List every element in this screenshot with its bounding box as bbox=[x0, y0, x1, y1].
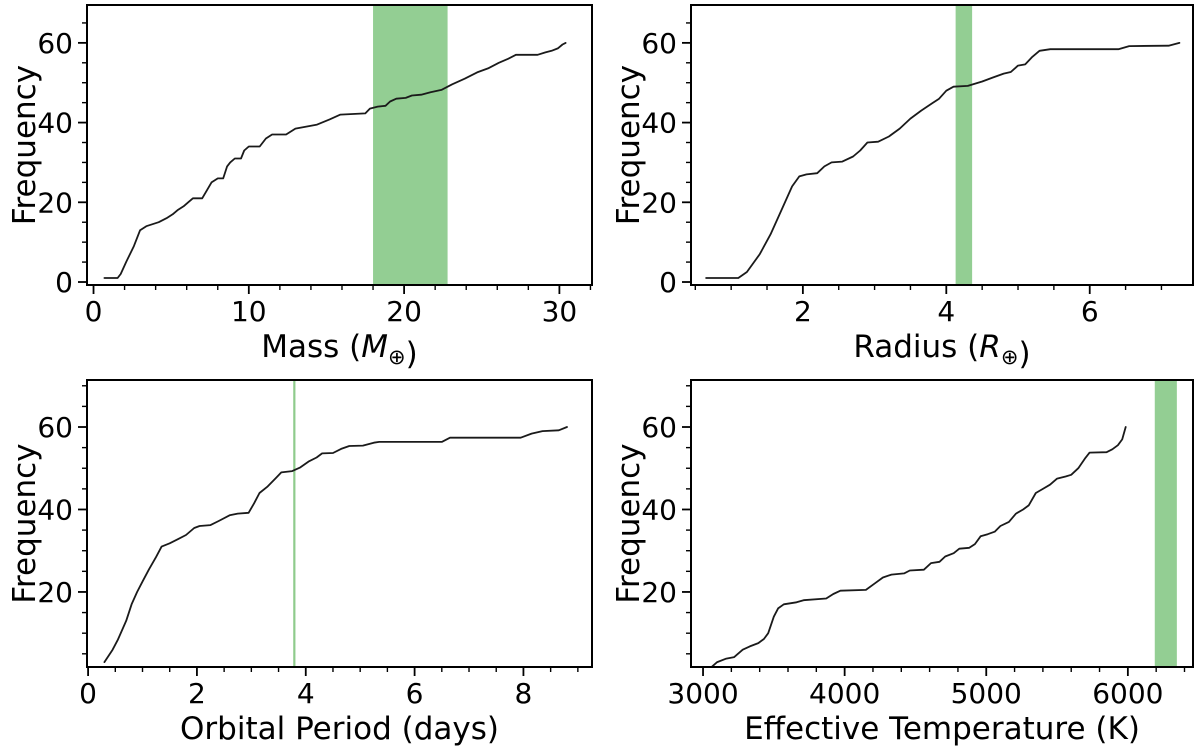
x-axis-label: Orbital Period (days) bbox=[180, 711, 499, 747]
panel-orbital-period: 0 2 4 6 8 20 40 60 Orbital Period (days) Frequenc… bbox=[0, 375, 600, 749]
axes-spines bbox=[86, 379, 593, 668]
x-tick-label: 0 bbox=[79, 677, 97, 710]
highlight-band bbox=[1154, 380, 1177, 667]
x-tick-label: 6 bbox=[1081, 295, 1099, 328]
x-tick-label: 4 bbox=[937, 295, 955, 328]
cdf-curve bbox=[710, 426, 1127, 667]
x-tick-label: 3000 bbox=[667, 677, 738, 710]
plot-background bbox=[600, 0, 1200, 375]
x-tick-label: 8 bbox=[515, 677, 533, 710]
panel-effective-temperature: 3000 4000 5000 6000 20 40 60 Effective Temperat… bbox=[600, 375, 1200, 749]
cdf-curve bbox=[705, 42, 1181, 279]
orbital-period-plot: 0 2 4 6 8 20 40 60 Orbital Period (days) Frequenc… bbox=[0, 375, 600, 749]
y-axis-label: Frequency bbox=[611, 65, 647, 225]
y-tick-label: 20 bbox=[37, 186, 73, 219]
x-tick-label: 20 bbox=[386, 295, 422, 328]
cdf-curve bbox=[103, 426, 568, 664]
x-tick-label: 2 bbox=[794, 295, 812, 328]
x-tick-label: 0 bbox=[85, 295, 103, 328]
y-axis-label: Frequency bbox=[611, 443, 647, 603]
x-tick-label: 10 bbox=[231, 295, 267, 328]
y-tick-label: 0 bbox=[55, 266, 73, 299]
y-axis-label: Frequency bbox=[7, 443, 43, 603]
x-tick-label: 2 bbox=[188, 677, 206, 710]
y-tick-label: 60 bbox=[37, 27, 73, 60]
y-axis-label: Frequency bbox=[7, 65, 43, 225]
x-axis-label: Radius (R⊕) bbox=[853, 329, 1030, 372]
panel-mass: 0 10 20 30 0 20 40 60 Mass (M⊕) Frequency bbox=[0, 0, 600, 375]
y-tick-label: 0 bbox=[659, 266, 677, 299]
axes-spines bbox=[86, 4, 593, 286]
x-tick-label: 6 bbox=[406, 677, 424, 710]
y-tick-label: 40 bbox=[641, 493, 677, 526]
axes-spines bbox=[690, 4, 1194, 286]
y-tick-label: 60 bbox=[641, 27, 677, 60]
highlight-band bbox=[955, 5, 973, 285]
x-tick-label: 5000 bbox=[951, 677, 1022, 710]
x-tick-label: 30 bbox=[542, 295, 578, 328]
x-axis-label: Mass (M⊕) bbox=[261, 329, 418, 372]
x-tick-label: 4000 bbox=[809, 677, 880, 710]
y-tick-label: 40 bbox=[37, 493, 73, 526]
cdf-curve bbox=[103, 42, 567, 279]
y-tick-label: 20 bbox=[641, 576, 677, 609]
y-tick-label: 40 bbox=[37, 107, 73, 140]
axes-spines bbox=[690, 379, 1194, 668]
panel-radius: 2 4 6 0 20 40 60 Radius (R⊕) Frequency bbox=[600, 0, 1200, 375]
effective-temperature-plot: 3000 4000 5000 6000 20 40 60 Effective Temperat… bbox=[600, 375, 1200, 749]
y-tick-label: 60 bbox=[641, 411, 677, 444]
x-axis-label: Effective Temperature (K) bbox=[744, 711, 1140, 747]
highlight-band bbox=[373, 5, 448, 285]
x-tick-label: 4 bbox=[297, 677, 315, 710]
x-tick-label: 6000 bbox=[1092, 677, 1163, 710]
y-tick-label: 40 bbox=[641, 107, 677, 140]
mass-plot: 0 10 20 30 0 20 40 60 Mass (M⊕) Frequency bbox=[0, 0, 600, 375]
plot-background bbox=[600, 375, 1200, 749]
y-tick-label: 20 bbox=[37, 576, 73, 609]
y-tick-label: 20 bbox=[641, 186, 677, 219]
y-tick-label: 60 bbox=[37, 411, 73, 444]
